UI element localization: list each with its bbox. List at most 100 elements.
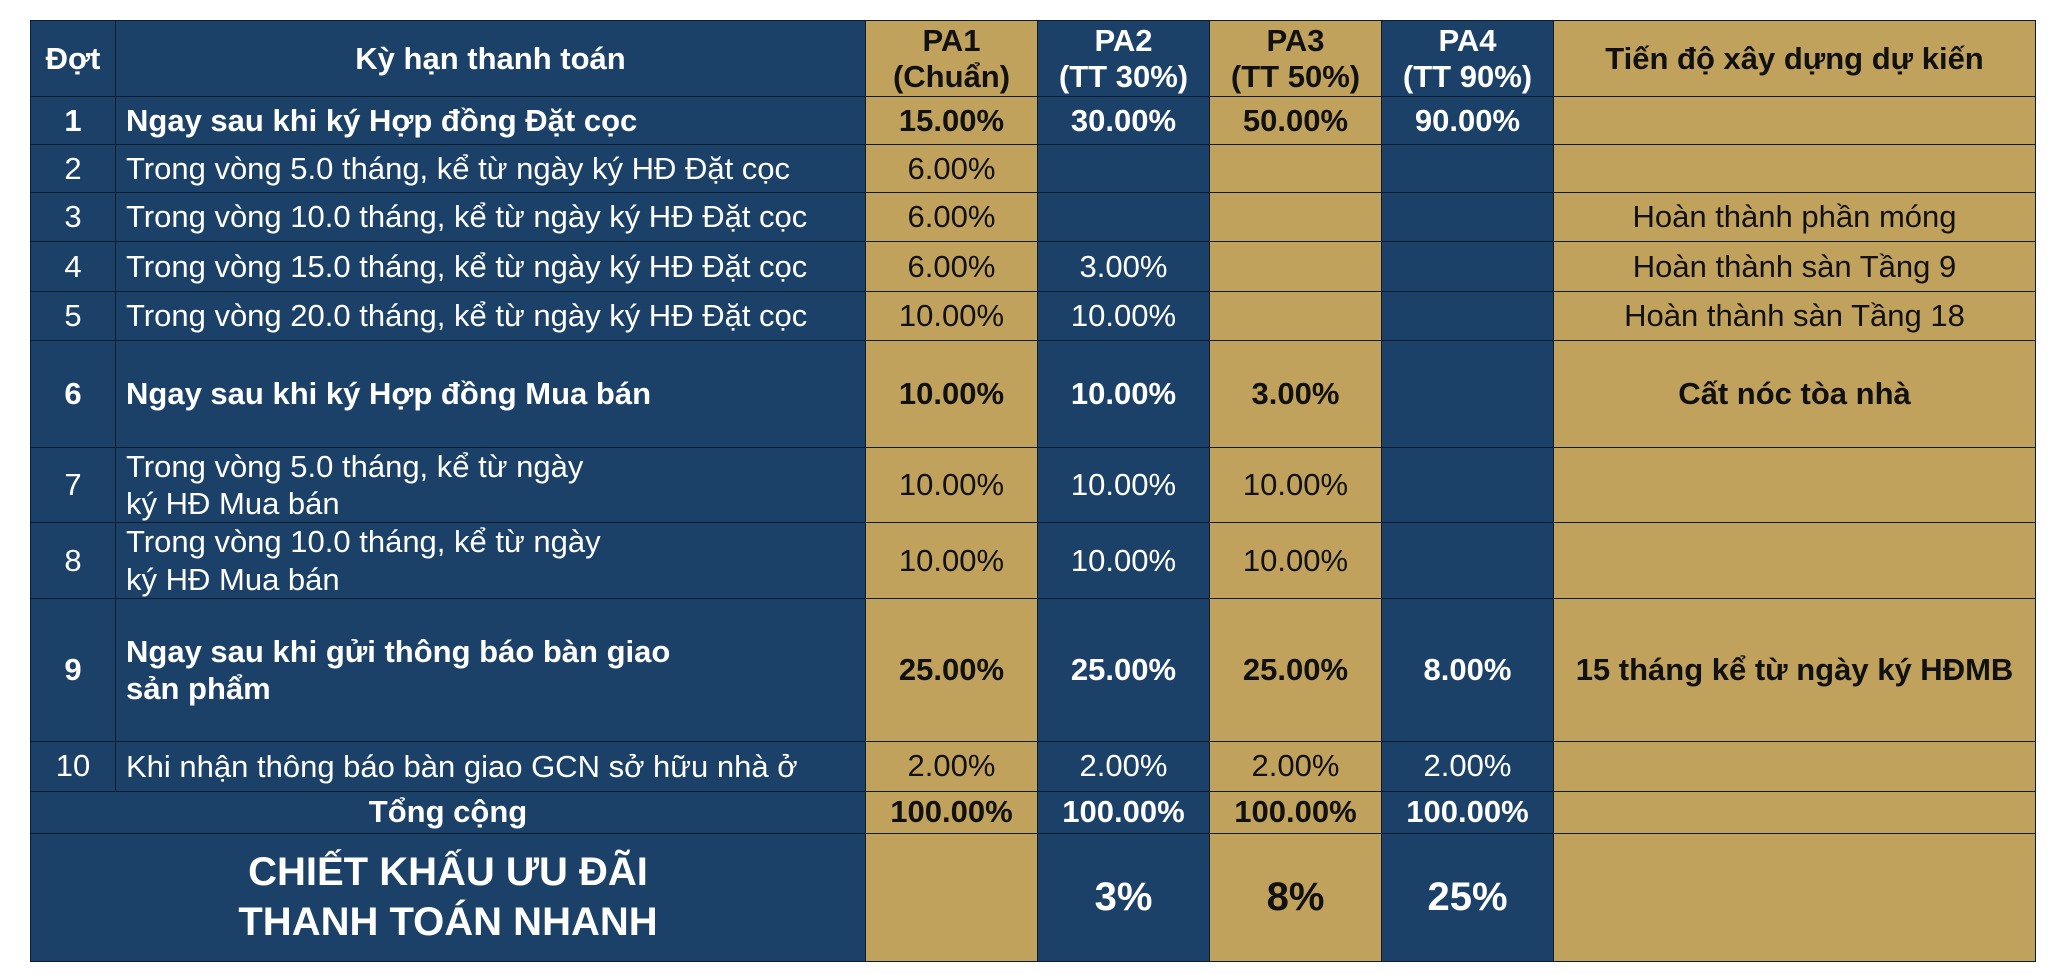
header-tien-do: Tiến độ xây dựng dự kiến	[1553, 20, 2036, 97]
row-tien-do	[1553, 522, 2036, 599]
row-dot: 5	[30, 291, 116, 341]
row-pa2: 2.00%	[1037, 740, 1210, 792]
row-pa3: 10.00%	[1209, 522, 1382, 599]
row-pa3	[1209, 291, 1382, 341]
row-pa3	[1209, 192, 1382, 242]
row-pa2: 3.00%	[1037, 241, 1210, 292]
row-dot: 3	[30, 192, 116, 242]
header-pa4: PA4 (TT 90%)	[1381, 20, 1554, 97]
row-pa2	[1037, 144, 1210, 193]
row-pa4: 90.00%	[1381, 96, 1554, 145]
total-pa3: 100.00%	[1209, 790, 1382, 834]
row-dot: 2	[30, 144, 116, 193]
row-pa1: 6.00%	[865, 192, 1038, 242]
row-pa2	[1037, 192, 1210, 242]
row-ky-han: Trong vòng 10.0 tháng, kể từ ngày ký HĐ …	[115, 522, 866, 599]
total-label: Tổng cộng	[30, 790, 866, 834]
row-tien-do	[1553, 144, 2036, 193]
row-pa2: 30.00%	[1037, 96, 1210, 145]
row-pa3: 2.00%	[1209, 740, 1382, 792]
row-pa4	[1381, 241, 1554, 292]
header-pa3: PA3 (TT 50%)	[1209, 20, 1382, 97]
row-pa4	[1381, 340, 1554, 448]
row-tien-do	[1553, 446, 2036, 524]
row-ky-han: Trong vòng 10.0 tháng, kể từ ngày ký HĐ …	[115, 192, 866, 242]
row-pa3: 25.00%	[1209, 597, 1382, 742]
row-pa1: 10.00%	[865, 291, 1038, 341]
row-ky-han: Ngay sau khi ký Hợp đồng Mua bán	[115, 340, 866, 448]
row-dot: 10	[30, 740, 116, 792]
row-dot: 4	[30, 241, 116, 292]
discount-pa3: 8%	[1209, 832, 1382, 962]
row-tien-do: Hoàn thành sàn Tầng 18	[1553, 291, 2036, 341]
row-pa3	[1209, 241, 1382, 292]
header-row: Đợt Kỳ hạn thanh toán PA1 (Chuẩn) PA2 (T…	[30, 20, 2036, 97]
row-tien-do: Hoàn thành phần móng	[1553, 192, 2036, 242]
row-pa1: 6.00%	[865, 144, 1038, 193]
discount-row: CHIẾT KHẤU ƯU ĐÃI THANH TOÁN NHANH 3% 8%…	[30, 832, 2036, 962]
row-pa4	[1381, 446, 1554, 524]
table-row: 3 Trong vòng 10.0 tháng, kể từ ngày ký H…	[30, 192, 2036, 242]
row-pa1: 25.00%	[865, 597, 1038, 742]
header-pa2: PA2 (TT 30%)	[1037, 20, 1210, 97]
row-pa1: 6.00%	[865, 241, 1038, 292]
row-dot: 1	[30, 96, 116, 145]
row-tien-do: 15 tháng kể từ ngày ký HĐMB	[1553, 597, 2036, 742]
row-tien-do	[1553, 740, 2036, 792]
row-pa2: 10.00%	[1037, 291, 1210, 341]
row-dot: 7	[30, 446, 116, 524]
discount-pa2: 3%	[1037, 832, 1210, 962]
table-row: 2 Trong vòng 5.0 tháng, kể từ ngày ký HĐ…	[30, 144, 2036, 193]
row-pa3: 3.00%	[1209, 340, 1382, 448]
discount-label: CHIẾT KHẤU ƯU ĐÃI THANH TOÁN NHANH	[30, 832, 866, 962]
table-row: 6 Ngay sau khi ký Hợp đồng Mua bán 10.00…	[30, 340, 2036, 448]
row-pa4	[1381, 144, 1554, 193]
row-dot: 9	[30, 597, 116, 742]
row-pa3	[1209, 144, 1382, 193]
row-pa2: 10.00%	[1037, 446, 1210, 524]
row-pa2: 10.00%	[1037, 340, 1210, 448]
total-tien-do	[1553, 790, 2036, 834]
row-pa1: 2.00%	[865, 740, 1038, 792]
total-row: Tổng cộng 100.00% 100.00% 100.00% 100.00…	[30, 790, 2036, 834]
table-row: 5 Trong vòng 20.0 tháng, kể từ ngày ký H…	[30, 291, 2036, 341]
row-ky-han: Trong vòng 5.0 tháng, kể từ ngày ký HĐ M…	[115, 446, 866, 524]
row-pa3: 10.00%	[1209, 446, 1382, 524]
row-tien-do: Cất nóc tòa nhà	[1553, 340, 2036, 448]
table-row: 1 Ngay sau khi ký Hợp đồng Đặt cọc 15.00…	[30, 96, 2036, 145]
row-pa1: 10.00%	[865, 446, 1038, 524]
table-row: 7 Trong vòng 5.0 tháng, kể từ ngày ký HĐ…	[30, 446, 2036, 524]
table-row: 9 Ngay sau khi gửi thông báo bàn giao sả…	[30, 597, 2036, 742]
row-ky-han: Trong vòng 15.0 tháng, kể từ ngày ký HĐ …	[115, 241, 866, 292]
row-pa4: 2.00%	[1381, 740, 1554, 792]
total-pa4: 100.00%	[1381, 790, 1554, 834]
row-pa4: 8.00%	[1381, 597, 1554, 742]
row-ky-han: Ngay sau khi ký Hợp đồng Đặt cọc	[115, 96, 866, 145]
header-dot: Đợt	[30, 20, 116, 97]
row-pa1: 10.00%	[865, 340, 1038, 448]
discount-pa4: 25%	[1381, 832, 1554, 962]
row-ky-han: Ngay sau khi gửi thông báo bàn giao sản …	[115, 597, 866, 742]
header-pa1: PA1 (Chuẩn)	[865, 20, 1038, 97]
row-tien-do	[1553, 96, 2036, 145]
table-row: 8 Trong vòng 10.0 tháng, kể từ ngày ký H…	[30, 522, 2036, 599]
row-pa1: 15.00%	[865, 96, 1038, 145]
total-pa1: 100.00%	[865, 790, 1038, 834]
row-pa3: 50.00%	[1209, 96, 1382, 145]
row-dot: 8	[30, 522, 116, 599]
table-row: 10 Khi nhận thông báo bàn giao GCN sở hữ…	[30, 740, 2036, 792]
row-dot: 6	[30, 340, 116, 448]
row-pa4	[1381, 192, 1554, 242]
payment-schedule-table: Đợt Kỳ hạn thanh toán PA1 (Chuẩn) PA2 (T…	[30, 20, 2036, 962]
row-pa4	[1381, 291, 1554, 341]
row-ky-han: Khi nhận thông báo bàn giao GCN sở hữu n…	[115, 740, 866, 792]
row-tien-do: Hoàn thành sàn Tầng 9	[1553, 241, 2036, 292]
discount-tien-do	[1553, 832, 2036, 962]
total-pa2: 100.00%	[1037, 790, 1210, 834]
row-pa4	[1381, 522, 1554, 599]
discount-pa1	[865, 832, 1038, 962]
row-pa2: 25.00%	[1037, 597, 1210, 742]
table-row: 4 Trong vòng 15.0 tháng, kể từ ngày ký H…	[30, 241, 2036, 292]
header-ky-han: Kỳ hạn thanh toán	[115, 20, 866, 97]
row-ky-han: Trong vòng 5.0 tháng, kể từ ngày ký HĐ Đ…	[115, 144, 866, 193]
